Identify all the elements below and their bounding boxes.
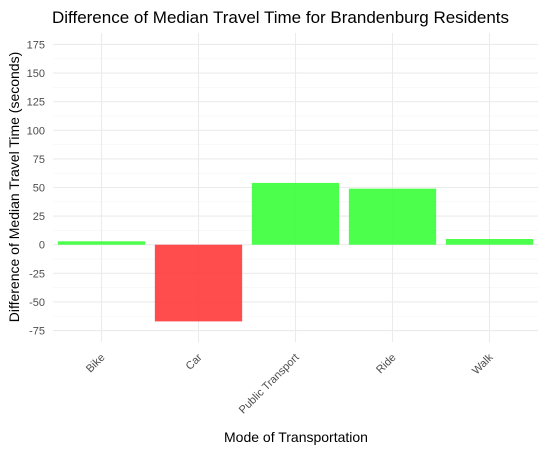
y-tick-label: 25 — [33, 211, 45, 223]
x-tick-labels: Bike Car Public Transport Ride Walk — [84, 351, 496, 416]
x-tick-label: Walk — [470, 351, 496, 377]
y-tick-label: 175 — [27, 39, 45, 51]
x-tick-label: Car — [184, 351, 205, 372]
x-tick-label: Ride — [374, 352, 398, 376]
y-tick-label: -50 — [29, 297, 45, 309]
y-tick-label: 50 — [33, 183, 45, 195]
y-tick-label: 125 — [27, 97, 45, 109]
x-axis-title: Mode of Transportation — [224, 429, 368, 445]
x-tick-label: Bike — [84, 352, 108, 376]
bar-public-transport — [251, 182, 340, 245]
chart-title: Difference of Median Travel Time for Bra… — [52, 8, 509, 27]
y-tick-label: 0 — [39, 240, 45, 252]
bar-bike — [57, 241, 146, 245]
y-tick-labels: -75 -50 -25 0 25 50 75 100 125 150 175 — [27, 39, 45, 337]
y-axis-title: Difference of Median Travel Time (second… — [6, 52, 22, 323]
y-tick-label: 100 — [27, 125, 45, 137]
y-tick-label: 75 — [33, 154, 45, 166]
bar-walk — [445, 239, 534, 245]
x-tick-label: Public Transport — [237, 352, 302, 417]
y-tick-label: -75 — [29, 326, 45, 338]
y-tick-label: -25 — [29, 268, 45, 280]
bar-ride — [348, 188, 437, 245]
bar-car — [154, 244, 243, 322]
bars — [57, 182, 534, 322]
y-tick-label: 150 — [27, 68, 45, 80]
